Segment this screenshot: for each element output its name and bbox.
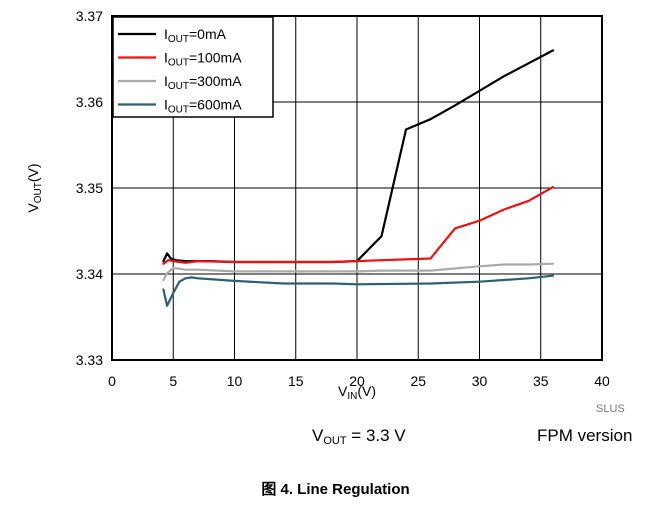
figure-caption-prefix: 图 (261, 480, 276, 498)
x-tick-label: 40 (594, 373, 610, 389)
x-tick-label: 0 (108, 373, 116, 389)
y-tick-label: 3.37 (76, 8, 103, 24)
version-note: FPM version (537, 426, 632, 446)
test-condition: VOUT = 3.3 V (312, 426, 406, 447)
y-tick-label: 3.35 (76, 180, 103, 196)
test-condition-rest: = 3.3 V (347, 426, 406, 445)
x-axis-label-sub: IN (347, 391, 357, 402)
x-axis-label-unit: (V) (357, 383, 376, 399)
document-code: SLUS (596, 403, 625, 415)
x-tick-label: 10 (227, 373, 243, 389)
y-axis-label-sub: OUT (33, 182, 44, 203)
series-line-3 (163, 276, 553, 306)
series-line-2 (163, 264, 553, 280)
x-tick-label: 35 (533, 373, 549, 389)
figure-caption: 图 4. Line Regulation (0, 478, 671, 499)
figure-caption-text: 4. Line Regulation (276, 481, 409, 498)
y-tick-labels: 3.33 3.34 3.35 3.36 3.37 (76, 8, 103, 368)
x-tick-label: 30 (472, 373, 488, 389)
x-axis-label: VIN(V) (338, 383, 376, 402)
x-tick-label: 15 (288, 373, 304, 389)
y-axis-label: VOUT(V) (25, 163, 44, 212)
x-tick-label: 25 (410, 373, 426, 389)
test-condition-main: V (312, 426, 323, 445)
line-regulation-chart: 3.333.343.353.363.37 0 5 10 15 20 25 30 35 40 VI… (0, 0, 671, 470)
series-line-1 (163, 187, 553, 264)
y-tick-label: 3.33 (76, 352, 103, 368)
y-tick-label: 3.36 (76, 94, 103, 110)
x-tick-label: 5 (169, 373, 177, 389)
y-axis-label-unit: (V) (25, 163, 41, 182)
y-tick-label: 3.34 (76, 266, 103, 282)
test-condition-sub: OUT (323, 435, 346, 447)
